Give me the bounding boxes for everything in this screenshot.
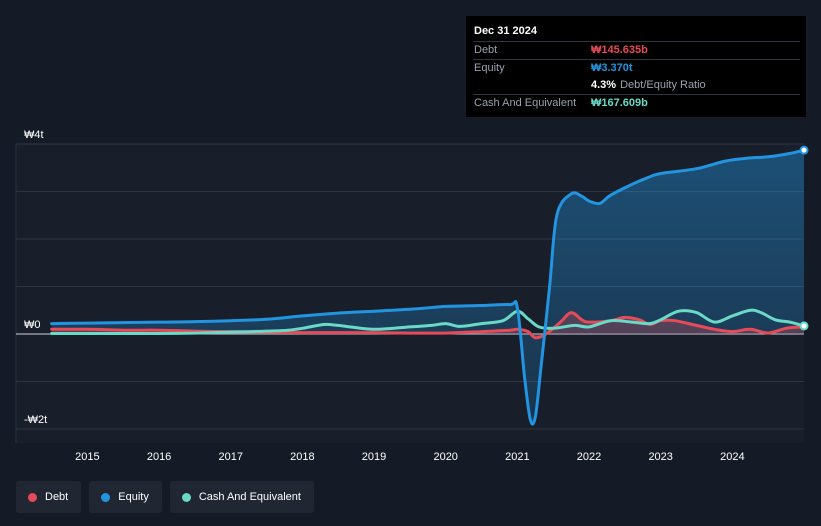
tooltip-cash-value: ₩167.609b <box>591 97 648 109</box>
legend-item-debt[interactable]: Debt <box>16 481 82 513</box>
tooltip-ratio-label: Debt/Equity Ratio <box>620 79 706 91</box>
x-tick-label: 2015 <box>75 451 99 463</box>
x-tick-label: 2024 <box>720 451 744 463</box>
y-tick-label: ₩0 <box>24 319 41 331</box>
x-tick-label: 2019 <box>362 451 386 463</box>
tooltip-row-debt: Debt ₩145.635b <box>473 41 800 59</box>
equity-area <box>51 150 804 425</box>
legend-equity-dot <box>101 492 111 502</box>
chart-legend: Debt Equity Cash And Equivalent <box>16 481 314 513</box>
x-tick-label: 2023 <box>648 451 672 463</box>
legend-cash-label: Cash And Equivalent <box>198 491 301 503</box>
equity-line <box>50 148 806 426</box>
tooltip-equity-label: Equity <box>474 62 505 74</box>
tooltip-row-ratio: 4.3% Debt/Equity Ratio <box>473 77 800 94</box>
y-tick-label: -₩2t <box>24 414 47 426</box>
tooltip-row-cash: Cash And Equivalent ₩167.609b <box>473 94 800 112</box>
y-tick-label: ₩4t <box>24 129 44 141</box>
cash-end-marker <box>799 321 809 331</box>
legend-item-cash[interactable]: Cash And Equivalent <box>169 481 314 513</box>
hover-tooltip: Dec 31 2024 Debt ₩145.635b Equity ₩3.370… <box>466 16 806 117</box>
tooltip-debt-value: ₩145.635b <box>591 44 648 56</box>
tooltip-debt-label: Debt <box>474 44 498 56</box>
x-tick-label: 2018 <box>290 451 314 463</box>
x-tick-label: 2020 <box>433 451 457 463</box>
tooltip-equity-value: ₩3.370t <box>591 62 633 74</box>
x-tick-label: 2017 <box>218 451 242 463</box>
tooltip-cash-label: Cash And Equivalent <box>474 97 577 109</box>
x-tick-label: 2016 <box>147 451 171 463</box>
tooltip-ratio-value: 4.3% <box>591 79 617 91</box>
legend-cash-dot <box>181 492 191 502</box>
x-tick-label: 2021 <box>505 451 529 463</box>
x-tick-label: 2022 <box>577 451 601 463</box>
equity-end-marker <box>799 145 809 155</box>
legend-debt-dot <box>28 492 37 502</box>
legend-item-equity[interactable]: Equity <box>89 481 162 513</box>
debt-area <box>51 312 804 338</box>
tooltip-date: Dec 31 2024 <box>474 25 537 37</box>
tooltip-ratio-spacer <box>473 77 591 94</box>
tooltip-row-equity: Equity ₩3.370t <box>473 59 800 77</box>
legend-debt-label: Debt <box>45 491 69 503</box>
legend-equity-label: Equity <box>118 491 149 503</box>
